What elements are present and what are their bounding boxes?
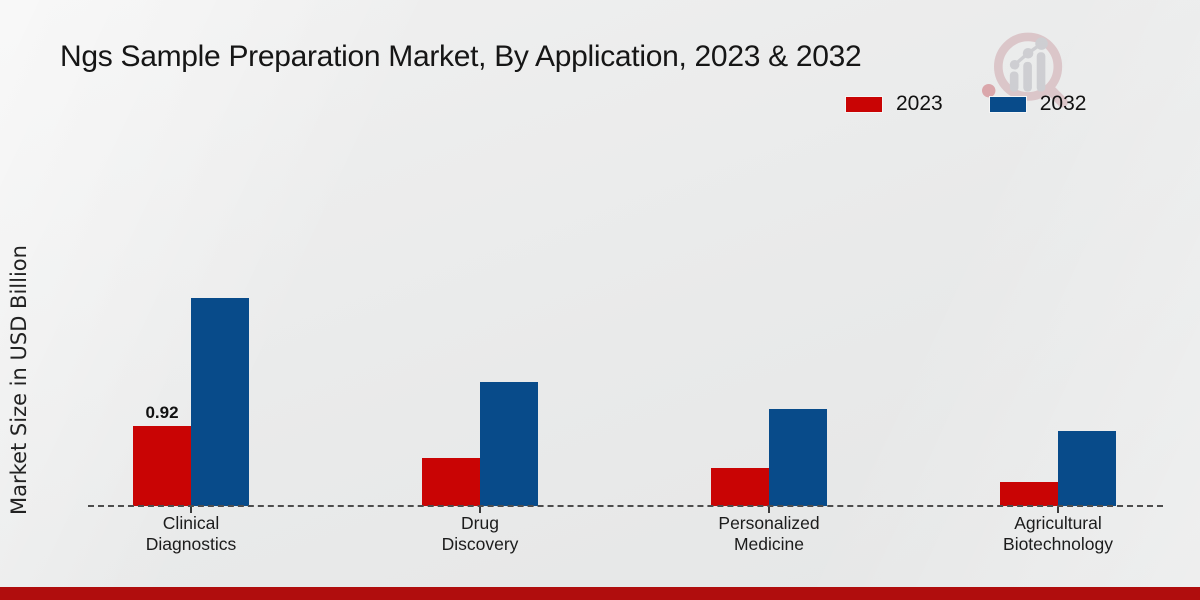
category-label-personalized-medicine: Personalized Medicine bbox=[718, 513, 820, 554]
x-axis-baseline bbox=[88, 505, 1163, 507]
bar-2032-clinical-diagnostics bbox=[191, 298, 249, 506]
legend-swatch-2023 bbox=[845, 95, 883, 113]
category-label-drug-discovery: Drug Discovery bbox=[441, 513, 519, 554]
legend-item-2032: 2032 bbox=[988, 92, 1087, 116]
bar-2032-agricultural-biotechnology bbox=[1058, 431, 1116, 506]
legend-label-2032: 2032 bbox=[1039, 92, 1087, 115]
category-label-clinical-diagnostics: Clinical Diagnostics bbox=[145, 513, 237, 554]
footer-accent-bar bbox=[0, 587, 1200, 600]
bar-2023-clinical-diagnostics bbox=[133, 426, 191, 506]
legend: 2023 2032 bbox=[845, 92, 1086, 116]
plot-area: 0.92 bbox=[0, 290, 1200, 506]
bar-group-personalized-medicine bbox=[711, 290, 827, 506]
bar-2023-agricultural-biotechnology bbox=[1000, 482, 1058, 506]
bar-2023-drug-discovery bbox=[422, 458, 480, 506]
bar-group-drug-discovery bbox=[422, 290, 538, 506]
axis-tick-drug-discovery bbox=[479, 507, 481, 513]
category-label-agricultural-biotechnology: Agricultural Biotechnology bbox=[1003, 513, 1113, 554]
bar-group-agricultural-biotechnology bbox=[1000, 290, 1116, 506]
data-label-2023-clinical-diagnostics: 0.92 bbox=[145, 403, 179, 422]
legend-swatch-2032 bbox=[988, 95, 1027, 113]
axis-tick-agricultural-biotechnology bbox=[1057, 507, 1059, 513]
legend-item-2023: 2023 bbox=[845, 92, 943, 116]
bar-group-clinical-diagnostics: 0.92 bbox=[133, 290, 249, 506]
bar-2023-personalized-medicine bbox=[711, 468, 769, 506]
bar-2032-personalized-medicine bbox=[769, 409, 827, 506]
axis-tick-clinical-diagnostics bbox=[190, 507, 192, 513]
chart-title: Ngs Sample Preparation Market, By Applic… bbox=[60, 40, 862, 73]
magnifier-growth-chart-icon bbox=[982, 32, 1068, 108]
legend-label-2023: 2023 bbox=[896, 92, 943, 115]
axis-tick-personalized-medicine bbox=[768, 507, 770, 513]
bar-2032-drug-discovery bbox=[480, 382, 538, 506]
